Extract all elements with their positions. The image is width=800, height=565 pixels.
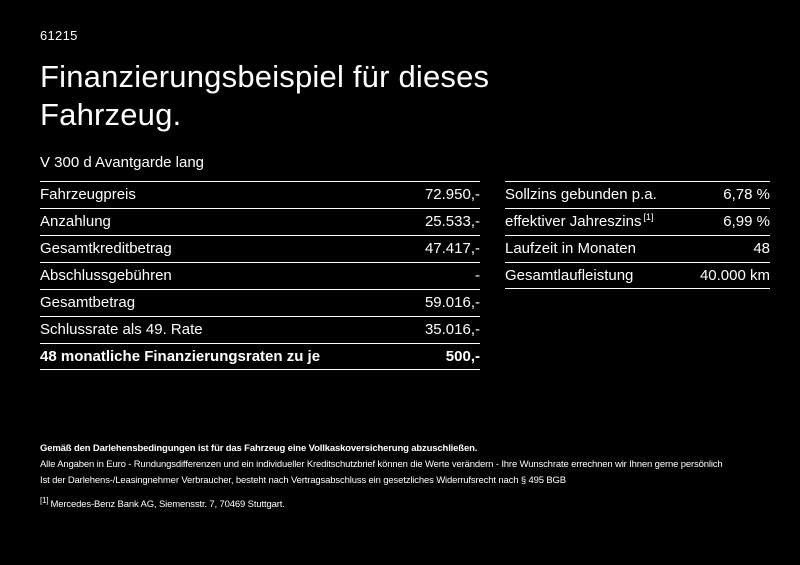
table-row-gesamtkreditbetrag: Gesamtkreditbetrag 47.417,- bbox=[40, 234, 480, 262]
table-row-sollzins: Sollzins gebunden p.a. 6,78 % bbox=[505, 180, 770, 208]
row-label-text: effektiver Jahreszins bbox=[505, 213, 642, 231]
row-label: Gesamtlaufleistung bbox=[505, 266, 634, 284]
row-label: Sollzins gebunden p.a. bbox=[505, 186, 657, 204]
table-row-gesamtlaufleistung: Gesamtlaufleistung 40.000 km bbox=[505, 261, 770, 289]
table-row-schlussrate: Schlussrate als 49. Rate 35.016,- bbox=[40, 315, 480, 343]
row-value: 40.000 km bbox=[699, 266, 770, 284]
row-label: Laufzeit in Monaten bbox=[505, 240, 636, 258]
document-id: 61215 bbox=[40, 28, 78, 43]
row-value: 35.016,- bbox=[424, 321, 480, 339]
row-label: Schlussrate als 49. Rate bbox=[40, 321, 203, 339]
table-row-effektiver-jahreszins: effektiver Jahreszins [1] 6,99 % bbox=[505, 207, 770, 235]
footnote-ref: [1] bbox=[643, 212, 654, 223]
footnote-text: Mercedes-Benz Bank AG, Siemensstr. 7, 70… bbox=[50, 499, 285, 510]
table-row-gesamtbetrag: Gesamtbetrag 59.016,- bbox=[40, 288, 480, 316]
row-value: 500,- bbox=[445, 347, 480, 365]
table-row-monatsrate: 48 monatliche Finanzierungsraten zu je 5… bbox=[40, 342, 480, 370]
footer-insurance-note: Gemäß den Darlehensbedingungen ist für d… bbox=[40, 443, 478, 454]
row-label: Fahrzeugpreis bbox=[40, 186, 136, 204]
row-value: 6,99 % bbox=[723, 213, 770, 231]
row-label: effektiver Jahreszins [1] bbox=[505, 212, 654, 231]
page-title: Finanzierungsbeispiel für dieses Fahrzeu… bbox=[40, 59, 490, 132]
row-label: Abschlussgebühren bbox=[40, 267, 172, 285]
table-row-abschlussgebuehren: Abschlussgebühren - bbox=[40, 261, 480, 289]
row-label: 48 monatliche Finanzierungsraten zu je bbox=[40, 347, 321, 365]
row-value: 6,78 % bbox=[723, 186, 770, 204]
financing-tables: Fahrzeugpreis 72.950,- Anzahlung 25.533,… bbox=[40, 180, 770, 370]
row-label: Anzahlung bbox=[40, 213, 111, 231]
row-value: - bbox=[475, 267, 480, 285]
financing-amounts-table: Fahrzeugpreis 72.950,- Anzahlung 25.533,… bbox=[40, 180, 480, 370]
row-value: 25.533,- bbox=[424, 213, 480, 231]
row-value: 72.950,- bbox=[424, 186, 480, 204]
table-row-fahrzeugpreis: Fahrzeugpreis 72.950,- bbox=[40, 180, 480, 208]
footer-disclaimer-line-2: Ist der Darlehens-/Leasingnehmer Verbrau… bbox=[40, 475, 566, 486]
footer-disclaimer-line-1: Alle Angaben in Euro - Rundungsdifferenz… bbox=[40, 459, 723, 470]
row-value: 48 bbox=[753, 240, 770, 258]
financing-conditions-table: Sollzins gebunden p.a. 6,78 % effektiver… bbox=[505, 180, 770, 289]
row-value: 47.417,- bbox=[424, 240, 480, 258]
table-row-laufzeit: Laufzeit in Monaten 48 bbox=[505, 234, 770, 262]
row-label: Gesamtkreditbetrag bbox=[40, 240, 172, 258]
row-label: Gesamtbetrag bbox=[40, 294, 136, 312]
table-row-anzahlung: Anzahlung 25.533,- bbox=[40, 207, 480, 235]
footer-disclaimer: Gemäß den Darlehensbedingungen ist für d… bbox=[40, 441, 790, 513]
vehicle-model: V 300 d Avantgarde lang bbox=[40, 153, 205, 171]
footnote: [1] Mercedes-Benz Bank AG, Siemensstr. 7,… bbox=[40, 495, 790, 513]
row-value: 59.016,- bbox=[424, 294, 480, 312]
footnote-marker: [1] bbox=[40, 495, 49, 505]
